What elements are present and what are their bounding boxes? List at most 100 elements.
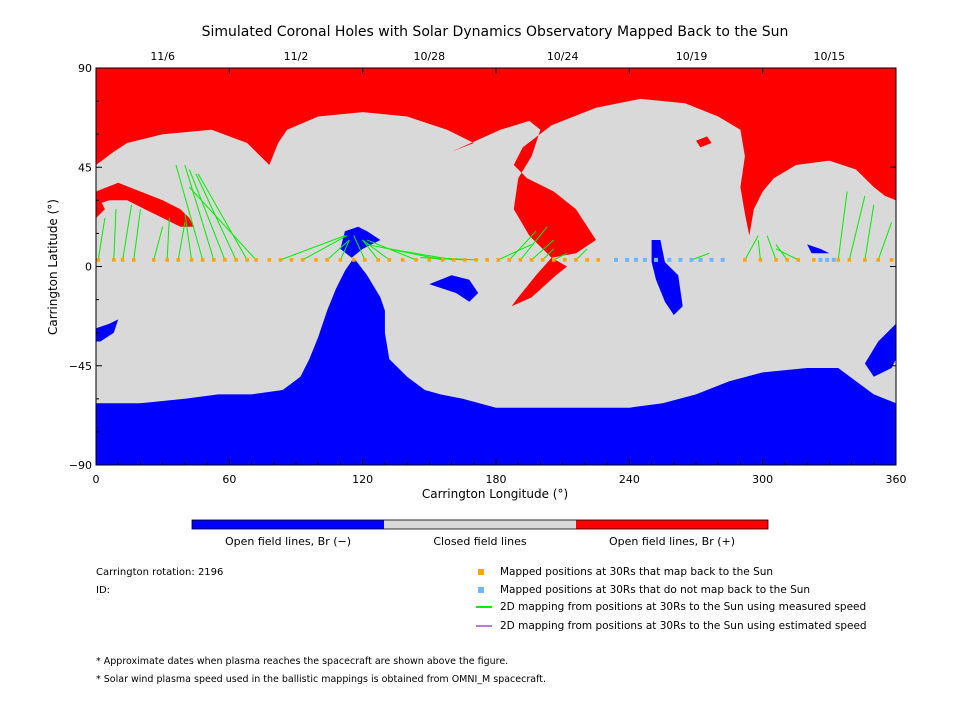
- footnote-speed: * Solar wind plasma speed used in the ba…: [96, 674, 546, 685]
- unmapped-point-3: [642, 257, 647, 262]
- positive-open-region-5: [696, 136, 712, 148]
- mapping-line-38: [775, 248, 799, 261]
- unmapped-point-5: [667, 257, 672, 262]
- colorbar-segment-0: [192, 520, 384, 529]
- legend-estimated-line: [476, 625, 492, 627]
- mapped-point-42: [596, 258, 601, 262]
- mapping-line-1: [113, 209, 117, 260]
- mapping-line-17: [339, 239, 350, 261]
- mapped-point-50: [847, 258, 852, 262]
- mapping-line-7: [184, 213, 193, 260]
- mapping-line-20: [362, 239, 390, 261]
- mapped-point-13: [254, 258, 258, 262]
- mapping-line-28: [520, 226, 548, 261]
- mapped-point-31: [474, 258, 478, 262]
- colorbar: [191, 519, 769, 530]
- date-tick-label: 10/28: [413, 50, 445, 63]
- negative-open-region-3: [651, 240, 683, 315]
- mapped-point-46: [785, 258, 789, 262]
- mapping-line-35: [757, 239, 761, 260]
- mapped-point-36: [529, 258, 534, 262]
- legend-mapped-label: Mapped positions at 30Rs that map back t…: [500, 566, 774, 578]
- mapped-point-11: [234, 258, 238, 262]
- mapped-point-8: [200, 258, 205, 262]
- mapping-line-42: [877, 222, 893, 261]
- legend-unmapped-label: Mapped positions at 30Rs that do not map…: [500, 584, 811, 596]
- mapped-point-43: [743, 258, 747, 262]
- mapped-point-41: [585, 258, 589, 262]
- mapped-point-17: [300, 258, 305, 262]
- mapped-point-15: [278, 258, 283, 262]
- legend-measured-label: 2D mapping from positions at 30Rs to the…: [500, 601, 867, 613]
- colorbar-segment-1: [384, 520, 576, 529]
- mapping-line-31: [553, 252, 568, 261]
- mapping-line-18: [353, 235, 366, 261]
- mapped-point-29: [451, 258, 456, 262]
- x-tick-label: 300: [752, 473, 773, 486]
- carrington-rotation: Carrington rotation: 2196: [96, 567, 224, 578]
- footnote-dates: * Approximate dates when plasma reaches …: [96, 656, 509, 667]
- x-tick-label: 180: [486, 473, 507, 486]
- unmapped-point-0: [614, 257, 618, 262]
- axes: 0 60 120 180 240 300 360 90 45 0 −45 −90 11/6 11/2 10/…: [69, 50, 907, 486]
- mapped-point-22: [363, 258, 367, 262]
- mapping-line-29: [531, 239, 555, 261]
- mapped-point-48: [811, 258, 816, 262]
- plot-area: [96, 68, 896, 465]
- mapped-point-28: [440, 258, 445, 262]
- mapped-point-18: [314, 258, 318, 262]
- mapped-point-12: [245, 258, 249, 262]
- mapping-line-8: [175, 164, 204, 261]
- mapping-line-32: [575, 248, 588, 261]
- mapped-point-4: [151, 258, 156, 262]
- mapped-point-45: [774, 258, 778, 262]
- mapping-line-6: [177, 222, 186, 260]
- x-axis-label: Carrington Longitude (°): [422, 487, 568, 501]
- legend-mapped-marker: [478, 569, 484, 575]
- mapped-point-9: [211, 258, 216, 262]
- legend-estimated-label: 2D mapping from positions at 30Rs to the…: [500, 620, 867, 632]
- date-tick-label: 11/6: [150, 50, 175, 63]
- mapped-point-3: [131, 258, 136, 262]
- mapped-point-0: [96, 258, 101, 262]
- unmapped-point-1: [625, 257, 630, 262]
- mapping-line-14: [280, 235, 346, 261]
- mapped-point-40: [574, 258, 578, 262]
- mapped-point-44: [758, 258, 763, 262]
- mapped-point-51: [863, 258, 867, 262]
- negative-open-region-1: [340, 226, 381, 258]
- x-tick-label: 120: [352, 473, 373, 486]
- mapped-point-34: [507, 258, 512, 262]
- mapped-point-27: [427, 258, 432, 262]
- id-label: ID:: [96, 585, 111, 596]
- mapping-line-30: [542, 248, 555, 261]
- y-tick-label: 90: [78, 62, 92, 75]
- mapped-point-49: [836, 258, 841, 262]
- mapped-point-38: [551, 258, 556, 262]
- positive-open-region-0: [96, 68, 896, 307]
- mapping-line-15: [302, 235, 348, 261]
- y-tick-label: 0: [85, 261, 92, 274]
- mapping-line-33: [691, 252, 710, 261]
- mapping-line-12: [197, 173, 248, 261]
- mapped-point-37: [540, 258, 545, 262]
- mapping-line-19: [362, 239, 379, 261]
- y-tick-label: −45: [69, 360, 92, 373]
- mapped-point-7: [189, 258, 194, 262]
- mapped-point-25: [400, 258, 405, 262]
- mapping-line-4: [153, 226, 164, 261]
- positive-open-region-4: [776, 140, 792, 152]
- mapping-line-5: [166, 217, 170, 260]
- mapped-point-10: [223, 258, 227, 262]
- positive-open-region-1: [96, 182, 194, 227]
- negative-open-region-4: [807, 244, 830, 254]
- mapping-line-34: [744, 235, 759, 261]
- unmapped-point-12: [825, 257, 830, 262]
- mapping-line-26: [498, 243, 532, 261]
- colorbar-frame: [191, 519, 769, 530]
- unmapped-point-10: [720, 257, 725, 262]
- mapping-line-27: [508, 230, 537, 261]
- mapping-line-13: [188, 186, 257, 261]
- mapped-point-33: [496, 258, 501, 262]
